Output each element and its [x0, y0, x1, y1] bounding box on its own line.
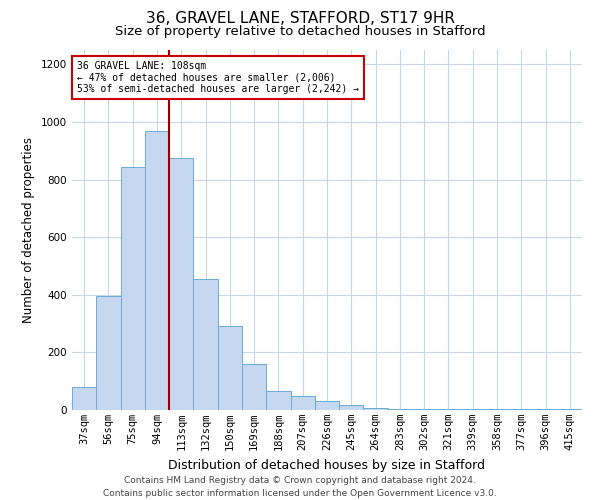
Bar [388, 408, 412, 410]
Bar [436, 408, 461, 410]
Text: 36, GRAVEL LANE, STAFFORD, ST17 9HR: 36, GRAVEL LANE, STAFFORD, ST17 9HR [146, 11, 455, 26]
Bar [485, 408, 509, 410]
Bar [145, 130, 169, 410]
Bar [266, 392, 290, 410]
Text: Size of property relative to detached houses in Stafford: Size of property relative to detached ho… [115, 25, 485, 38]
Bar [339, 405, 364, 410]
Bar [96, 296, 121, 410]
Bar [509, 408, 533, 410]
Bar [290, 396, 315, 410]
Bar [461, 408, 485, 410]
Bar [364, 408, 388, 410]
Bar [193, 279, 218, 410]
Bar [72, 387, 96, 410]
Y-axis label: Number of detached properties: Number of detached properties [22, 137, 35, 323]
Text: Contains HM Land Registry data © Crown copyright and database right 2024.
Contai: Contains HM Land Registry data © Crown c… [103, 476, 497, 498]
Bar [533, 408, 558, 410]
X-axis label: Distribution of detached houses by size in Stafford: Distribution of detached houses by size … [169, 458, 485, 471]
Bar [242, 364, 266, 410]
Bar [558, 408, 582, 410]
Bar [121, 166, 145, 410]
Bar [218, 326, 242, 410]
Bar [169, 158, 193, 410]
Text: 36 GRAVEL LANE: 108sqm
← 47% of detached houses are smaller (2,006)
53% of semi-: 36 GRAVEL LANE: 108sqm ← 47% of detached… [77, 61, 359, 94]
Bar [412, 408, 436, 410]
Bar [315, 402, 339, 410]
